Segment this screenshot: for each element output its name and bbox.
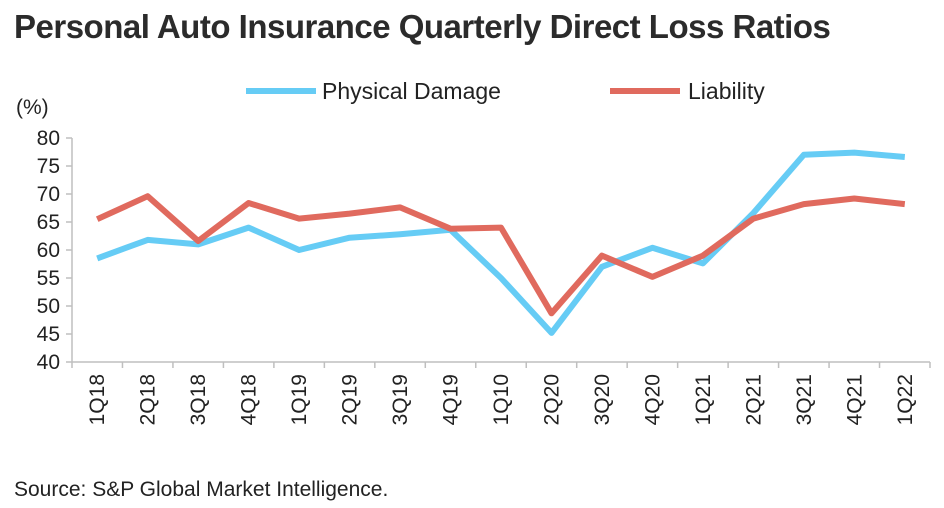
x-tick-label: 3Q20 [591, 374, 614, 425]
x-tick-label: 2Q18 [137, 374, 160, 425]
x-tick-label: 1Q10 [490, 374, 513, 425]
y-axis-label: (%) [16, 96, 49, 119]
x-tick-label: 1Q22 [894, 374, 917, 425]
x-tick-label: 2Q20 [540, 374, 563, 425]
legend-label-physical-damage: Physical Damage [322, 78, 501, 104]
y-tick-label: 75 [37, 155, 60, 178]
y-tick-label: 80 [37, 127, 60, 150]
legend: Physical Damage Liability [246, 78, 765, 104]
x-tick-label: 4Q20 [641, 374, 664, 425]
x-axis-ticks: 1Q18 2Q18 3Q18 4Q18 1Q19 2Q19 3Q19 4Q19 1Q10 2Q20… [86, 374, 917, 425]
x-tick-label: 4Q18 [238, 374, 261, 425]
x-tick-label: 3Q18 [187, 374, 210, 425]
x-tick-label: 1Q18 [86, 374, 109, 425]
source-note: Source: S&P Global Market Intelligence. [14, 478, 389, 501]
axes [66, 137, 931, 368]
x-tick-label: 1Q19 [288, 374, 311, 425]
y-tick-label: 55 [37, 267, 60, 290]
x-tick-label: 4Q19 [440, 374, 463, 425]
y-tick-label: 70 [37, 183, 60, 206]
x-tick-label: 3Q19 [389, 374, 412, 425]
chart-title: Personal Auto Insurance Quarterly Direct… [14, 8, 831, 45]
y-tick-label: 60 [37, 239, 60, 262]
x-tick-label: 3Q21 [793, 374, 816, 425]
y-axis-ticks: 40 45 50 55 60 65 70 75 80 [37, 127, 60, 374]
x-tick-label: 4Q21 [843, 374, 866, 425]
y-tick-label: 45 [37, 323, 60, 346]
y-tick-label: 65 [37, 211, 60, 234]
legend-label-liability: Liability [688, 78, 765, 104]
x-tick-label: 1Q21 [692, 374, 715, 425]
series-line-liability [95, 193, 906, 317]
x-tick-label: 2Q21 [742, 374, 765, 425]
series-line-physical-damage [96, 149, 906, 336]
x-tick-label: 2Q19 [339, 374, 362, 425]
y-tick-label: 40 [37, 351, 60, 374]
series-lines [95, 149, 906, 336]
y-tick-label: 50 [37, 295, 60, 318]
